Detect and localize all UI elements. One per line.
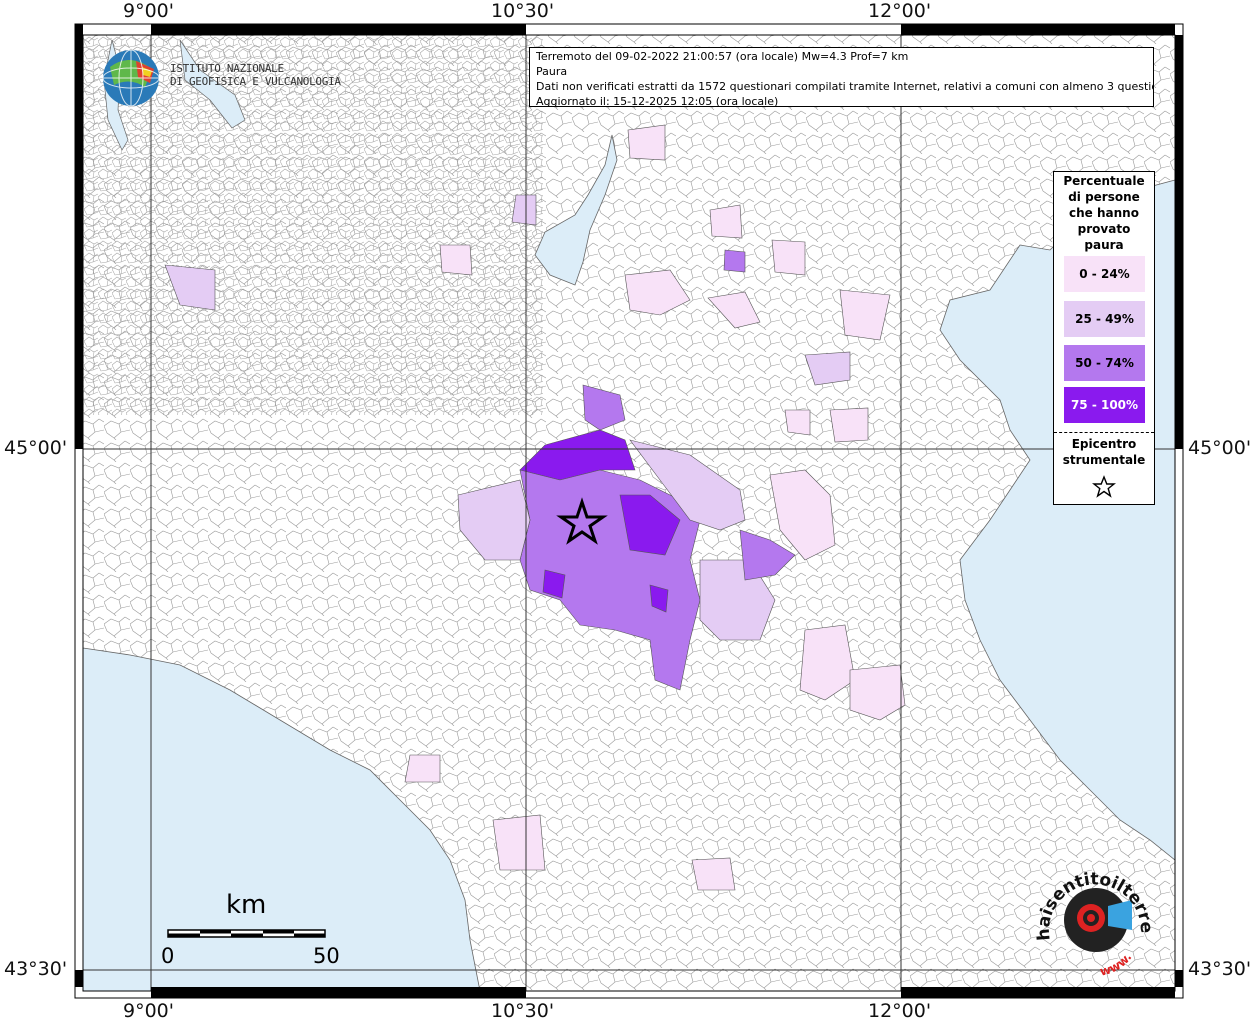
graticule [83, 35, 1175, 991]
legend-class-4-label: 75 - 100% [1070, 398, 1139, 412]
legend-class-2: 25 - 49% [1064, 301, 1145, 337]
institute-name: ISTITUTO NAZIONALE DI GEOFISICA E VULCAN… [170, 62, 341, 88]
legend-title-line-4: provato [1077, 222, 1131, 236]
ingv-logo [100, 47, 162, 113]
municipal-borders-lombardy [83, 35, 543, 415]
scale-start-label: 0 [161, 944, 175, 968]
legend-epicenter-line-1: Epicentro [1071, 437, 1137, 451]
epicenter-star-icon [556, 497, 608, 545]
scale-end-label: 50 [313, 944, 340, 968]
legend-epicenter-label: Epicentro strumentale [1054, 436, 1154, 468]
map-frame [74, 23, 1184, 999]
event-info-line-3: Dati non verificati estratti da 1572 que… [536, 80, 1153, 93]
hai-sentito-logo: haisentitoilterremoto.it www. [1027, 845, 1156, 984]
institute-line-2: DI GEOFISICA E VULCANOLOGIA [170, 75, 341, 88]
legend-title-line-5: paura [1084, 238, 1124, 252]
legend-epicenter-line-2: strumentale [1062, 453, 1146, 467]
left-lat-label-2: 43°30' [4, 958, 68, 980]
top-lon-label-1: 9°00' [123, 0, 174, 22]
legend-class-2-label: 25 - 49% [1075, 312, 1134, 326]
watermark-prefix: www. [1098, 950, 1134, 978]
institute-line-1: ISTITUTO NAZIONALE [170, 62, 284, 75]
top-lon-label-3: 12°00' [868, 0, 932, 22]
hai-sentito-logo-icon: haisentitoilterremoto.it www. [1027, 845, 1156, 979]
lake-como [179, 39, 246, 129]
left-lat-label-1: 45°00' [4, 437, 68, 459]
right-lat-label-2: 43°30' [1188, 958, 1252, 980]
bottom-lon-label-3: 12°00' [868, 1000, 932, 1022]
lake-garda [534, 134, 618, 286]
legend: Percentuale di persone che hanno provato… [1053, 171, 1155, 505]
legend-class-1: 0 - 24% [1064, 256, 1145, 292]
event-info-line-4: Aggiornato il: 15-12-2025 12:05 (ora loc… [536, 95, 779, 108]
legend-class-3-label: 50 - 74% [1075, 356, 1134, 370]
legend-class-1-label: 0 - 24% [1079, 267, 1130, 281]
event-info-box: Terremoto del 09-02-2022 21:00:57 (ora l… [529, 47, 1154, 108]
scale-unit-label: km [226, 890, 267, 920]
top-lon-label-2: 10°30' [491, 0, 555, 22]
event-info-line-2: Paura [536, 65, 568, 78]
bottom-lon-label-2: 10°30' [491, 1000, 555, 1022]
svg-text:www.: www. [1098, 950, 1134, 978]
legend-separator [1054, 432, 1154, 433]
tyrrhenian-sea [82, 647, 481, 992]
legend-star-icon [1092, 475, 1116, 498]
legend-title-line-3: che hanno [1069, 206, 1139, 220]
right-lat-label-1: 45°00' [1188, 437, 1252, 459]
felt-area-polygons [164, 124, 906, 891]
legend-title-line-1: Percentuale [1063, 174, 1145, 188]
scale-bar [167, 929, 326, 938]
legend-class-3: 50 - 74% [1064, 345, 1145, 381]
legend-class-4: 75 - 100% [1064, 387, 1145, 423]
ingv-globe-icon [102, 49, 160, 107]
event-info-line-1: Terremoto del 09-02-2022 21:00:57 (ora l… [536, 50, 909, 63]
bottom-lon-label-1: 9°00' [123, 1000, 174, 1022]
legend-title: Percentuale di persone che hanno provato… [1054, 172, 1154, 253]
legend-title-line-2: di persone [1068, 190, 1140, 204]
